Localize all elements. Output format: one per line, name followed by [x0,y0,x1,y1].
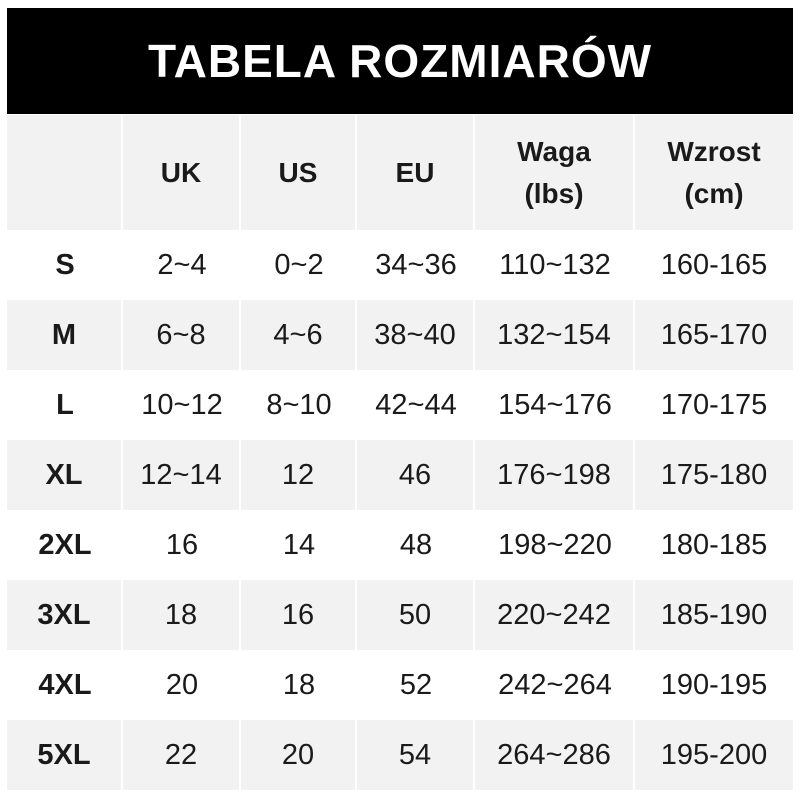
size-label: S [55,248,75,281]
column-header: EU [357,115,475,230]
table-cell: 8~10 [266,388,332,421]
table-cell: 12 [241,440,357,510]
table-cell: 132~154 [475,300,635,370]
table-row: L 10~12 8~10 42~44 154~176 170-175 [7,370,793,440]
table-cell: 16 [241,580,357,650]
table-cell: 38~40 [357,300,475,370]
table-cell: 18 [123,580,241,650]
table-row: M 6~8 4~6 38~40 132~154 165-170 [7,300,793,370]
size-table: UK US EU Waga (lbs) Wzrost (cm) S 2~4 0~2 34~36 11… [7,115,793,790]
table-cell: 242~264 [498,668,612,701]
size-label: 2XL [38,528,92,561]
table-cell: 165-170 [635,300,793,370]
table-row: 5XL 22 20 54 264~286 195-200 [7,720,793,790]
table-cell: 175-180 [635,440,793,510]
table-cell: 264~286 [475,720,635,790]
table-cell: 14 [282,528,316,561]
table-cell: 48 [399,528,433,561]
table-cell: 185-190 [635,580,793,650]
table-cell: 16 [165,528,199,561]
size-label: 5XL [7,720,123,790]
table-row: 4XL 20 18 52 242~264 190-195 [7,650,793,720]
table-cell: 34~36 [375,248,457,281]
size-label: 3XL [7,580,123,650]
table-cell: 220~242 [475,580,635,650]
table-cell: 10~12 [141,388,223,421]
size-label: M [7,300,123,370]
table-cell: 20 [241,720,357,790]
table-cell: 110~132 [499,248,611,281]
table-cell: 20 [165,668,199,701]
table-cell: 54 [357,720,475,790]
table-cell: 12~14 [123,440,241,510]
table-cell: 4~6 [241,300,357,370]
header-row: UK US EU Waga (lbs) Wzrost (cm) [7,115,793,230]
table-cell: 2~4 [157,248,207,281]
table-cell: 176~198 [475,440,635,510]
column-header: US [241,115,357,230]
table-cell: 46 [357,440,475,510]
table-row: 2XL 16 14 48 198~220 180-185 [7,510,793,580]
table-cell: 180-185 [660,528,768,561]
column-header [7,115,123,230]
column-header: UK [123,115,241,230]
size-label: 4XL [38,668,92,701]
title: TABELA ROZMIARÓW [147,35,653,87]
table-row: S 2~4 0~2 34~36 110~132 160-165 [7,230,793,300]
table-cell: 160-165 [660,248,768,281]
table-cell: 198~220 [498,528,612,561]
table-row: 3XL 18 16 50 220~242 185-190 [7,580,793,650]
table-cell: 190-195 [660,668,768,701]
column-header: Wzrost (cm) [635,115,793,230]
table-cell: 0~2 [274,248,324,281]
title-banner: TABELA ROZMIARÓW [7,8,793,114]
table-cell: 18 [282,668,316,701]
table-cell: 22 [123,720,241,790]
size-label: L [56,388,74,421]
table-cell: 50 [357,580,475,650]
table-cell: 42~44 [375,388,457,421]
table-row: XL 12~14 12 46 176~198 175-180 [7,440,793,510]
table-cell: 6~8 [123,300,241,370]
table-cell: 154~176 [498,388,612,421]
table-cell: 195-200 [635,720,793,790]
size-label: XL [7,440,123,510]
table-cell: 170-175 [660,388,768,421]
column-header: Waga (lbs) [475,115,635,230]
table-cell: 52 [399,668,433,701]
